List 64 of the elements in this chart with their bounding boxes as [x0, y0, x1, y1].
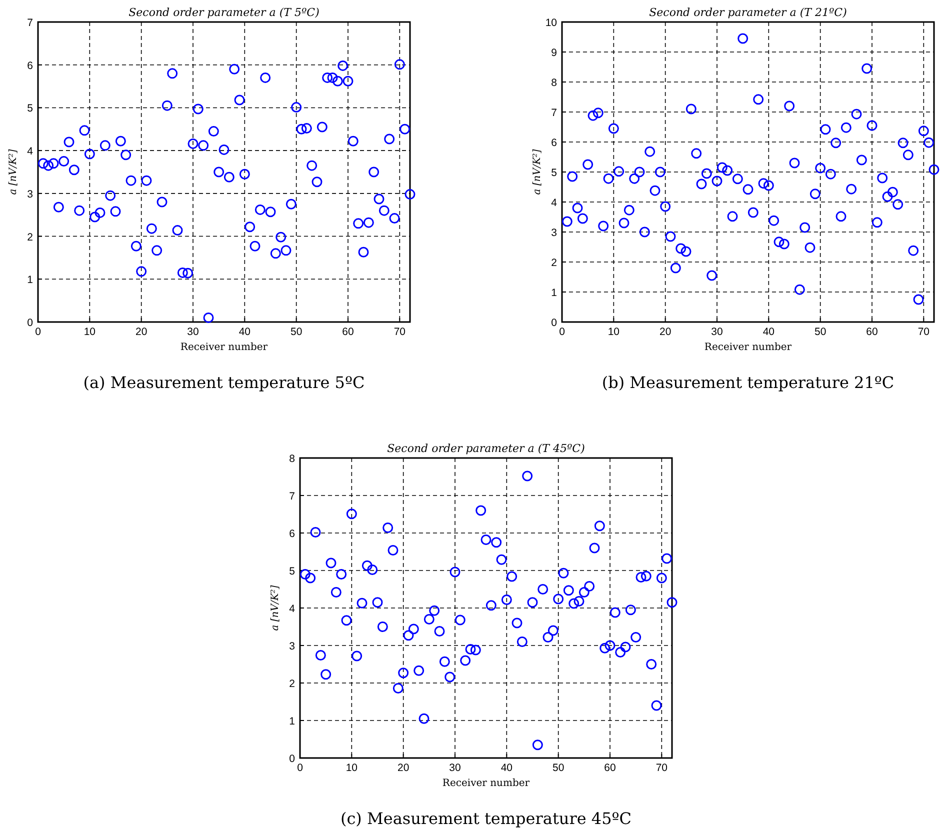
y-tick-label: 3	[551, 227, 558, 239]
chart-title: Second order parameter a (T 21ºC)	[649, 6, 847, 19]
x-tick-label: 40	[500, 762, 513, 774]
x-tick-label: 70	[394, 326, 406, 338]
y-tick-label: 4	[27, 146, 34, 158]
y-tick-label: 8	[551, 77, 558, 89]
x-axis-title: Receiver number	[442, 778, 530, 789]
y-tick-label: 10	[545, 17, 558, 29]
y-tick-label: 2	[289, 678, 296, 690]
text: (c) Measurement temperature 45ºC	[340, 809, 632, 828]
x-tick-label: 60	[866, 326, 878, 338]
x-tick-label: 60	[604, 762, 616, 774]
y-axis-title: a [nV/K²]	[8, 149, 19, 195]
y-tick-label: 5	[27, 102, 34, 115]
x-tick-label: 30	[187, 326, 199, 338]
y-tick-label: 2	[27, 231, 34, 244]
x-tick-label: 0	[559, 326, 566, 338]
y-tick-label: 1	[27, 274, 34, 286]
chart-title: Second order parameter a (T 5ºC)	[128, 6, 320, 19]
y-tick-label: 0	[289, 753, 296, 765]
y-tick-label: 6	[289, 528, 296, 540]
y-axis-title: a [nV/K²]	[532, 149, 543, 195]
text: (a) Measurement temperature 5ºC	[83, 373, 365, 392]
y-tick-label: 9	[551, 47, 558, 59]
y-tick-label: 1	[551, 287, 558, 299]
x-tick-label: 70	[656, 762, 668, 774]
y-tick-label: 0	[551, 317, 558, 329]
y-tick-label: 8	[289, 453, 296, 465]
text: (b) Measurement temperature 21ºC	[602, 373, 894, 392]
x-tick-label: 50	[290, 326, 302, 338]
x-tick-label: 0	[35, 326, 42, 338]
chart-title: Second order parameter a (T 45ºC)	[387, 442, 585, 455]
x-tick-label: 20	[135, 326, 148, 338]
y-axis-title: a [nV/K²]	[270, 585, 281, 631]
y-tick-label: 0	[27, 317, 34, 329]
y-tick-label: 7	[27, 17, 34, 29]
y-tick-label: 3	[27, 188, 34, 200]
x-tick-label: 20	[397, 762, 410, 774]
x-tick-label: 40	[238, 326, 251, 338]
y-tick-label: 7	[289, 490, 296, 502]
y-tick-label: 5	[551, 167, 558, 179]
x-tick-label: 20	[659, 326, 672, 338]
x-tick-label: 0	[297, 762, 304, 774]
y-tick-label: 7	[551, 107, 558, 119]
y-tick-label: 3	[289, 640, 296, 652]
y-tick-label: 6	[551, 137, 558, 149]
x-tick-label: 60	[342, 326, 354, 338]
y-tick-label: 1	[289, 716, 296, 728]
y-tick-label: 6	[27, 60, 34, 72]
y-tick-label: 4	[551, 197, 558, 209]
x-tick-label: 10	[608, 326, 620, 338]
x-tick-label: 10	[84, 326, 96, 338]
y-tick-label: 4	[289, 603, 296, 615]
x-tick-label: 50	[814, 326, 826, 338]
x-tick-label: 70	[918, 326, 930, 338]
x-axis-title: Receiver number	[704, 342, 792, 353]
x-tick-label: 40	[762, 326, 775, 338]
y-tick-label: 2	[551, 257, 558, 269]
x-tick-label: 30	[711, 326, 723, 338]
x-tick-label: 50	[552, 762, 564, 774]
x-tick-label: 30	[449, 762, 461, 774]
x-axis-title: Receiver number	[180, 342, 268, 353]
x-tick-label: 10	[346, 762, 358, 774]
y-tick-label: 5	[289, 566, 296, 578]
